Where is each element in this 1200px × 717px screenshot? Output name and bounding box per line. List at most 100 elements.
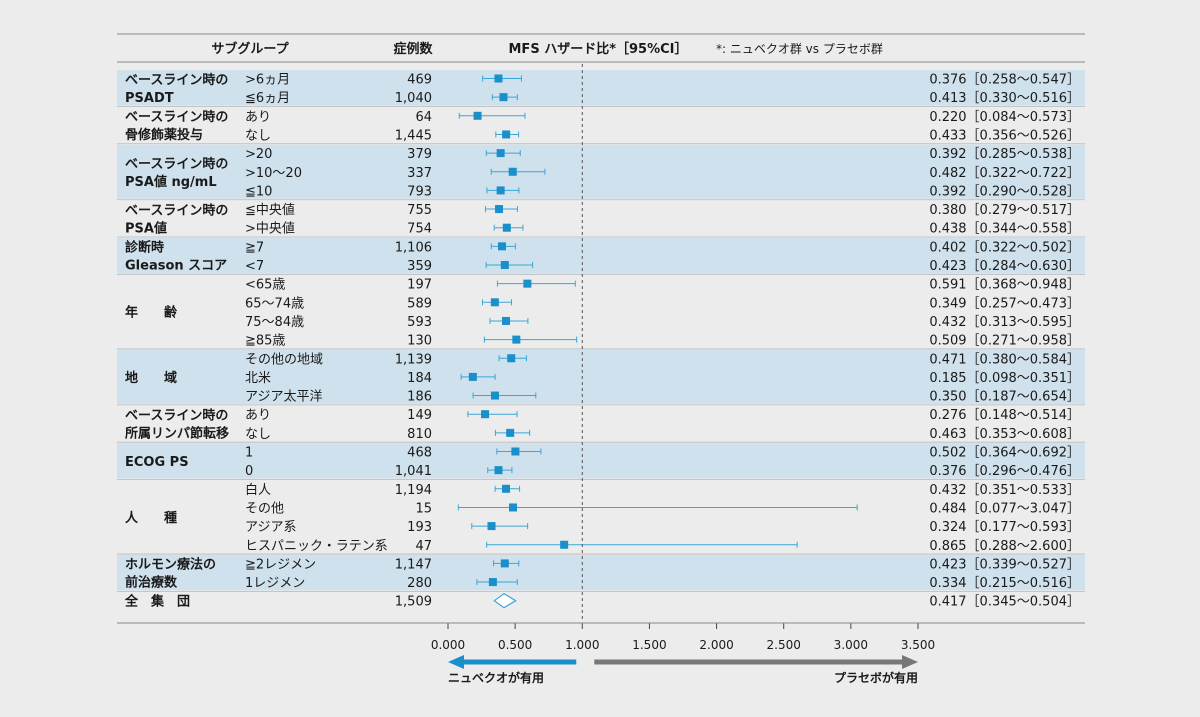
hr-marker — [494, 466, 503, 475]
group-band — [117, 70, 1085, 106]
row-level: アジア太平洋 — [245, 390, 322, 405]
header-note: *: ニュベクオ群 vs プラセボ群 — [716, 42, 883, 56]
row-level: <7 — [245, 259, 264, 274]
row-level: 北米 — [245, 371, 271, 386]
group-label: 地 域 — [125, 370, 177, 386]
row-level: アジア系 — [245, 520, 296, 535]
row-level: >6ヵ月 — [245, 73, 290, 88]
row-hr-text: 0.438［0.344～0.558］ — [929, 222, 1080, 237]
row-n: 337 — [407, 166, 432, 181]
row-n: 589 — [407, 296, 432, 311]
row-hr-text: 0.392［0.285～0.538］ — [929, 147, 1080, 162]
hr-marker — [502, 223, 511, 232]
x-tick-label: 3.000 — [834, 638, 868, 652]
group-label: 年 齢 — [125, 305, 178, 321]
x-tick-label: 0.000 — [431, 638, 465, 652]
row-hr-text: 0.423［0.339～0.527］ — [929, 557, 1080, 572]
row-n: 379 — [407, 147, 432, 162]
row-level: あり — [245, 408, 271, 423]
hr-marker — [497, 242, 506, 251]
row-n: 755 — [407, 203, 432, 218]
row-n: 469 — [407, 73, 432, 88]
group-label: ベースライン時の — [125, 202, 228, 218]
hr-marker — [560, 540, 569, 549]
row-n: 186 — [407, 390, 432, 405]
row-n: 754 — [407, 222, 432, 237]
group-band — [117, 144, 1085, 199]
favor-left-arrowhead — [448, 655, 464, 669]
row-hr-text: 0.471［0.380～0.584］ — [929, 352, 1080, 367]
row-level: 75～84歳 — [245, 315, 304, 330]
group-label: 所属リンパ節転移 — [125, 426, 229, 442]
group-label: 人 種 — [125, 510, 177, 526]
row-n: 810 — [407, 427, 432, 442]
row-n: 1,106 — [395, 240, 432, 255]
group-label: PSA値 ng/mL — [125, 174, 217, 190]
row-n: 793 — [407, 184, 432, 199]
group-label: 骨修飾薬投与 — [125, 127, 203, 143]
row-level: 0 — [245, 464, 253, 479]
favor-right-label: プラセボが有用 — [834, 670, 918, 685]
row-hr-text: 0.432［0.313～0.595］ — [929, 315, 1080, 330]
hr-marker — [512, 335, 521, 344]
hr-marker — [499, 93, 508, 102]
row-level: ≦10 — [245, 184, 272, 199]
row-n: 1,139 — [395, 352, 432, 367]
row-hr-text: 0.463［0.353～0.608］ — [929, 427, 1080, 442]
row-level: ≧2レジメン — [245, 557, 316, 572]
row-n: 468 — [407, 446, 432, 461]
hr-marker — [490, 298, 499, 307]
hr-marker — [487, 522, 496, 531]
row-hr-text: 0.433［0.356～0.526］ — [929, 128, 1080, 143]
x-tick-label: 1.500 — [632, 638, 666, 652]
row-n: 193 — [407, 520, 432, 535]
row-n: 359 — [407, 259, 432, 274]
row-level: >中央値 — [245, 221, 295, 237]
row-level: ≧7 — [245, 240, 264, 255]
hr-marker — [506, 428, 515, 437]
hr-marker — [496, 149, 505, 158]
row-hr-text: 0.349［0.257～0.473］ — [929, 296, 1080, 311]
row-hr-text: 0.376［0.258～0.547］ — [929, 73, 1080, 88]
hr-marker — [502, 484, 511, 493]
overall-n: 1,509 — [395, 595, 432, 610]
group-label: ベースライン時の — [125, 72, 228, 88]
row-hr-text: 0.185［0.098～0.351］ — [929, 371, 1080, 386]
x-tick-label: 0.500 — [498, 638, 532, 652]
row-level: ≦中央値 — [245, 202, 295, 218]
hr-marker — [488, 578, 497, 587]
row-hr-text: 0.402［0.322～0.502］ — [929, 240, 1080, 255]
x-tick-label: 2.000 — [699, 638, 733, 652]
row-n: 15 — [415, 501, 432, 516]
row-level: ヒスパニック・ラテン系 — [245, 539, 388, 554]
hr-marker — [495, 205, 504, 214]
row-level: 1レジメン — [245, 576, 305, 591]
hr-marker — [500, 559, 509, 568]
group-label: 診断時 — [125, 240, 164, 256]
hr-marker — [511, 447, 520, 456]
row-hr-text: 0.376［0.296～0.476］ — [929, 464, 1080, 479]
row-hr-text: 0.392［0.290～0.528］ — [929, 184, 1080, 199]
row-n: 593 — [407, 315, 432, 330]
row-hr-text: 0.380［0.279～0.517］ — [929, 203, 1080, 218]
hr-marker — [494, 74, 503, 83]
group-band — [117, 443, 1085, 479]
row-n: 280 — [407, 576, 432, 591]
row-level: 白人 — [245, 482, 271, 498]
favor-left-label: ニュベクオが有用 — [448, 670, 544, 685]
overall-diamond — [493, 592, 517, 609]
header-hr: MFS ハザード比*［95%CI］ — [509, 41, 688, 57]
row-hr-text: 0.865［0.288～2.600］ — [929, 539, 1080, 554]
row-hr-text: 0.432［0.351～0.533］ — [929, 483, 1080, 498]
row-n: 64 — [415, 110, 432, 125]
row-hr-text: 0.220［0.084～0.573］ — [929, 110, 1080, 125]
group-label: 前治療数 — [125, 575, 178, 591]
hr-marker — [508, 503, 517, 512]
row-n: 47 — [415, 539, 432, 554]
row-level: >20 — [245, 147, 272, 162]
hr-marker — [502, 316, 511, 325]
row-hr-text: 0.276［0.148～0.514］ — [929, 408, 1080, 423]
x-tick-label: 2.500 — [767, 638, 801, 652]
row-n: 1,194 — [395, 483, 432, 498]
row-n: 1,445 — [395, 128, 432, 143]
